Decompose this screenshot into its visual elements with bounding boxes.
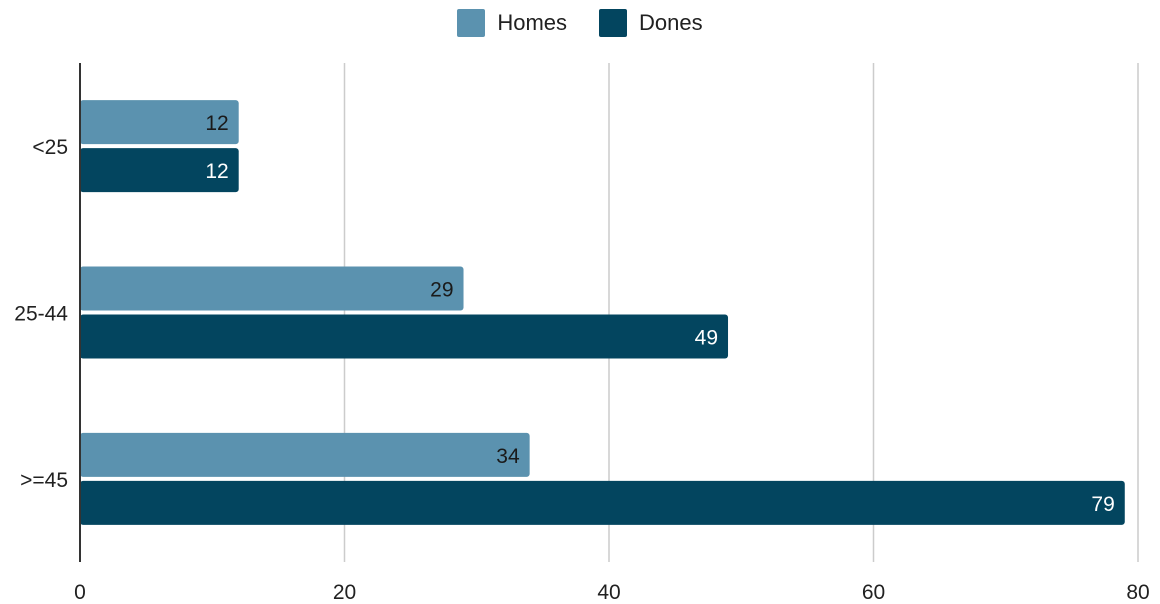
x-tick-label-20: 20 — [333, 581, 356, 604]
x-tick-label-0: 0 — [74, 581, 86, 604]
bar-homes-0 — [80, 100, 239, 145]
bar-dones-1 — [80, 314, 729, 359]
legend-label-homes: Homes — [497, 10, 568, 35]
bar-dones-0 — [80, 148, 239, 193]
legend: Homes Dones — [0, 8, 1160, 38]
x-tick-label-40: 40 — [597, 581, 620, 604]
legend-swatch-homes — [457, 9, 486, 37]
legend-item-homes: Homes — [457, 9, 567, 37]
y-tick-label-0: <25 — [32, 136, 68, 159]
legend-swatch-dones — [599, 9, 628, 37]
legend-item-dones: Dones — [599, 9, 703, 37]
data-label-dones-1: 49 — [695, 327, 718, 350]
y-tick-label-1: 25-44 — [14, 303, 68, 326]
legend-label-dones: Dones — [639, 10, 703, 35]
data-label-dones-2: 79 — [1091, 493, 1114, 516]
y-tick-label-2: >=45 — [20, 469, 68, 492]
bar-dones-2 — [80, 480, 1125, 525]
bar-homes-1 — [80, 266, 464, 311]
data-label-homes-1: 29 — [430, 279, 453, 302]
data-label-homes-0: 12 — [205, 112, 228, 135]
x-tick-label-60: 60 — [862, 581, 885, 604]
data-label-dones-0: 12 — [205, 160, 228, 183]
data-label-homes-2: 34 — [496, 445, 520, 468]
x-tick-label-80: 80 — [1126, 581, 1149, 604]
bar-homes-2 — [80, 432, 530, 477]
